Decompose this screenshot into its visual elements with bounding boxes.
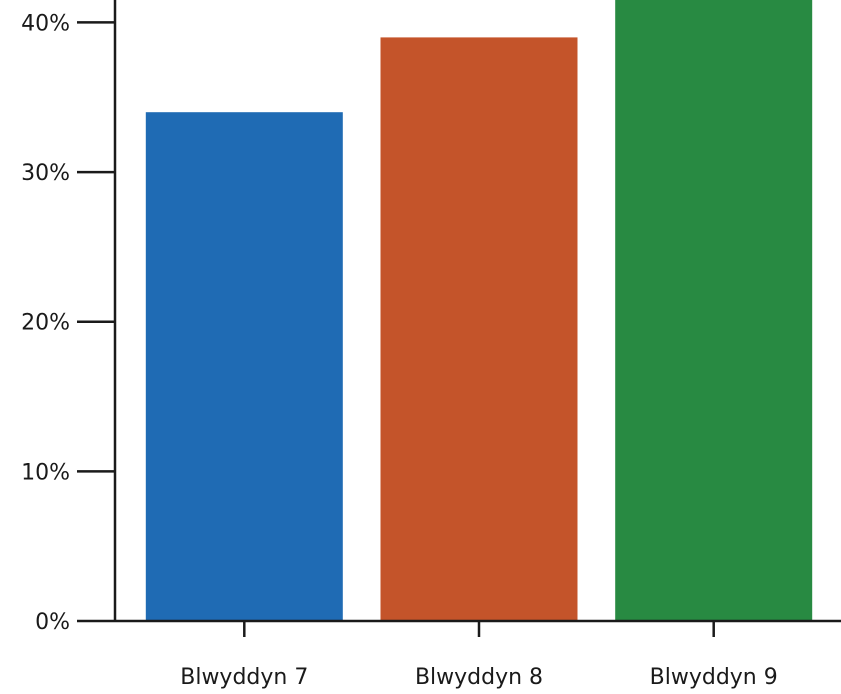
bar-1 bbox=[145, 112, 343, 621]
bar-2 bbox=[380, 37, 578, 621]
x-tick-label-2: Blwyddyn 8 bbox=[415, 665, 543, 690]
y-tick-label-10: 10% bbox=[21, 460, 70, 485]
y-tick-label-30: 30% bbox=[21, 161, 70, 186]
y-tick-label-0: 0% bbox=[35, 610, 70, 635]
bars-group bbox=[145, 0, 813, 621]
bar-3 bbox=[615, 0, 813, 621]
x-axis: Blwyddyn 7 Blwyddyn 8 Blwyddyn 9 bbox=[115, 619, 841, 690]
y-tick-label-20: 20% bbox=[21, 311, 70, 336]
x-tick-label-3: Blwyddyn 9 bbox=[650, 665, 778, 690]
y-tick-label-40: 40% bbox=[21, 11, 70, 36]
y-axis: 0% 10% 20% 30% 40% bbox=[21, 0, 117, 635]
x-tick-label-1: Blwyddyn 7 bbox=[180, 665, 308, 690]
